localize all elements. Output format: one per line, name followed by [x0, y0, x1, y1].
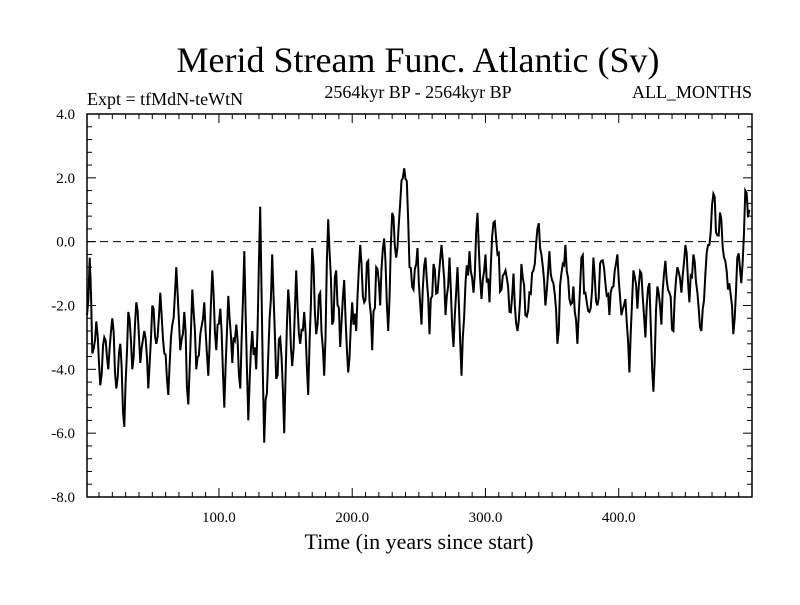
- x-tick-label: 200.0: [335, 510, 369, 526]
- y-tick-label: -2.0: [51, 299, 75, 315]
- x-tick-label: 100.0: [202, 510, 236, 526]
- plot-frame: [86, 113, 753, 498]
- y-tick-label: -6.0: [51, 426, 75, 442]
- x-axis-ticks: 100.0 200.0 300.0 400.0: [98, 114, 740, 526]
- months-label: ALL_MONTHS: [632, 82, 752, 102]
- series-line: [86, 168, 751, 443]
- x-tick-label: 400.0: [602, 510, 636, 526]
- y-tick-label: 4.0: [56, 107, 75, 123]
- chart-title: Merid Stream Func. Atlantic (Sv): [177, 40, 660, 80]
- y-tick-label: -4.0: [51, 362, 75, 378]
- y-tick-label: -8.0: [51, 490, 75, 506]
- experiment-label: Expt = tfMdN-teWtN: [87, 89, 243, 109]
- y-tick-label: 2.0: [56, 171, 75, 187]
- x-tick-label: 300.0: [469, 510, 503, 526]
- y-tick-label: 0.0: [56, 235, 75, 251]
- x-axis-label: Time (in years since start): [305, 529, 534, 554]
- time-range-label: 2564kyr BP - 2564kyr BP: [324, 82, 511, 102]
